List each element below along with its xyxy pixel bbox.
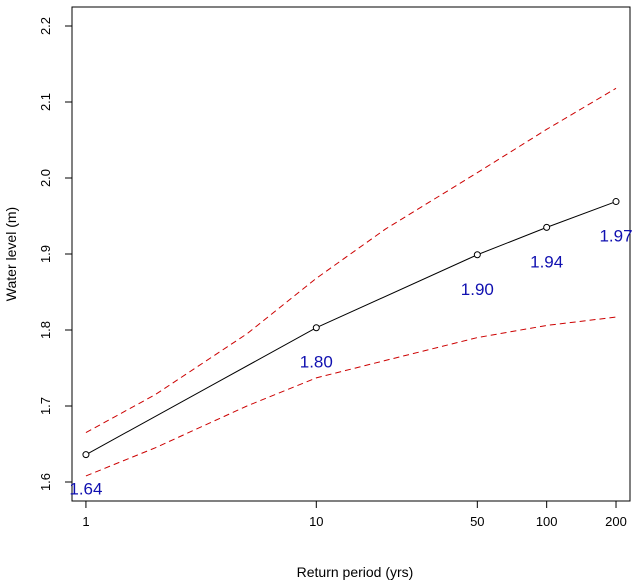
x-axis-title: Return period (yrs): [297, 564, 414, 580]
x-tick-label: 10: [309, 514, 323, 529]
x-tick-label: 100: [536, 514, 558, 529]
series-layer: [82, 87, 620, 477]
data-label: 1.64: [69, 480, 102, 499]
y-tick-label: 2.0: [38, 169, 53, 187]
data-point: [473, 251, 481, 259]
data-point: [82, 451, 90, 459]
y-tick-label: 1.6: [38, 473, 53, 491]
data-point: [312, 324, 320, 332]
data-point: [543, 223, 551, 231]
y-tick-label: 1.9: [38, 245, 53, 263]
x-tick-label: 50: [470, 514, 484, 529]
y-tick-label: 1.7: [38, 397, 53, 415]
data-label: 1.97: [599, 227, 632, 246]
x-tick-label: 200: [605, 514, 627, 529]
y-axis: 1.6 1.7 1.8 1.9 2.0 2.1 2.2: [38, 17, 73, 491]
data-label: 1.90: [461, 280, 494, 299]
y-tick-label: 2.2: [38, 17, 53, 35]
x-axis: 1 10 50 100 200: [82, 500, 627, 529]
y-tick-label: 1.8: [38, 321, 53, 339]
upper-bound-line: [85, 87, 617, 434]
y-axis-title: Water level (m): [3, 207, 19, 301]
x-tick-label: 1: [82, 514, 89, 529]
data-label: 1.80: [300, 353, 333, 372]
data-label: 1.94: [530, 252, 563, 271]
data-label-layer: 1.64 1.80 1.90 1.94 1.97: [69, 227, 632, 499]
data-point: [612, 198, 620, 206]
lower-bound-line: [85, 316, 617, 477]
estimate-line: [85, 201, 617, 456]
y-tick-label: 2.1: [38, 93, 53, 111]
